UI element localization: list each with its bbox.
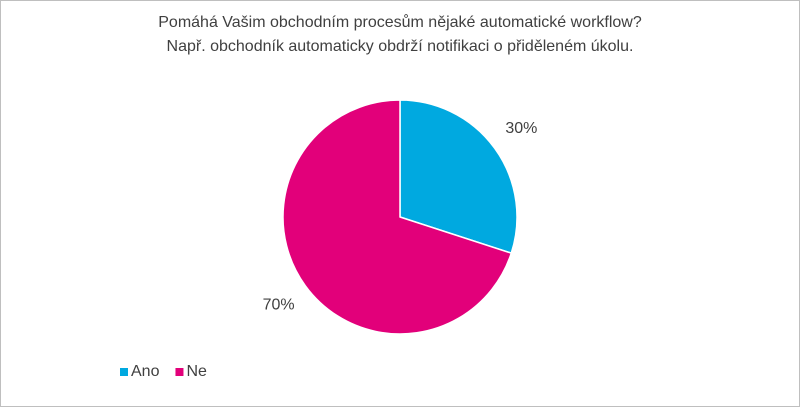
pie-slice	[282, 99, 513, 335]
chart-title: Např. obchodník automaticky obdrží notif…	[167, 38, 634, 55]
data-label: 70%	[263, 296, 295, 313]
chart-title: Pomáhá Vašim obchodním procesům nějaké a…	[158, 13, 642, 31]
pie-slice	[399, 99, 518, 255]
legend-swatch	[120, 368, 128, 376]
legend-label: Ne	[186, 363, 207, 380]
data-label: 30%	[505, 120, 537, 137]
legend-label: Ano	[131, 363, 160, 380]
legend-swatch	[175, 368, 184, 376]
